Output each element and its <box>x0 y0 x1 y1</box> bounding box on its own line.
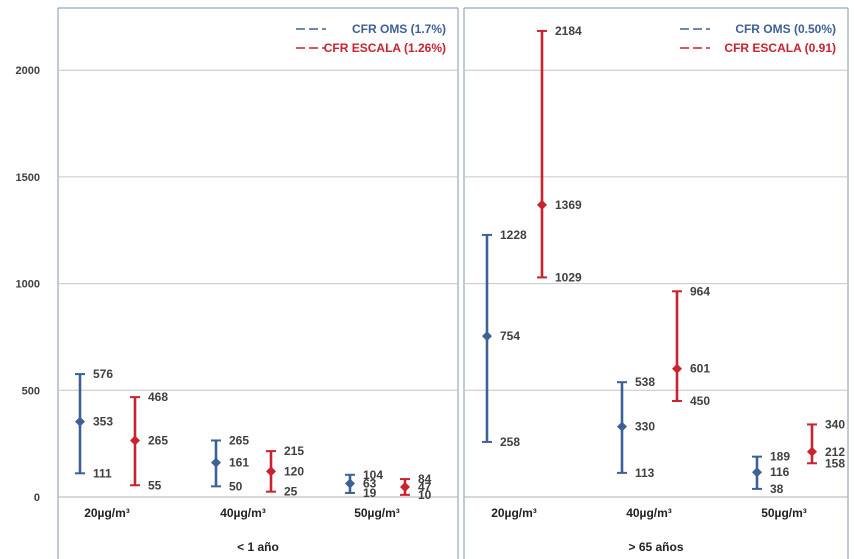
value-label-low: 19 <box>363 486 377 500</box>
value-label-mid: 330 <box>635 420 655 434</box>
mid-point-marker <box>752 467 762 478</box>
mid-point-marker <box>807 446 817 457</box>
legend-label: CFR ESCALA (0.91) <box>724 41 836 55</box>
mid-point-marker <box>537 199 547 210</box>
value-label-high: 576 <box>93 367 113 381</box>
value-label-high: 189 <box>770 450 790 464</box>
value-label-low: 258 <box>500 435 520 449</box>
value-label-low: 113 <box>635 466 655 480</box>
mid-point-marker <box>266 466 276 477</box>
value-label-low: 450 <box>690 394 710 408</box>
x-category-label: 40µg/m³ <box>220 506 266 520</box>
value-label-high: 340 <box>825 417 845 431</box>
value-label-mid: 353 <box>93 415 113 429</box>
group-label: < 1 año <box>237 540 279 554</box>
mid-point-marker <box>345 478 355 489</box>
x-category-label: 20µg/m³ <box>84 506 130 520</box>
legend-label: CFR OMS (1.7%) <box>352 22 446 36</box>
y-tick-label: 500 <box>22 385 40 397</box>
value-label-high: 468 <box>148 390 168 404</box>
x-category-label: 50µg/m³ <box>354 506 400 520</box>
mid-point-marker <box>400 481 410 492</box>
value-label-high: 265 <box>229 433 249 447</box>
value-label-mid: 754 <box>500 329 520 343</box>
value-label-low: 55 <box>148 478 162 492</box>
x-category-label: 40µg/m³ <box>626 506 672 520</box>
value-label-low: 111 <box>93 466 112 480</box>
value-label-high: 2184 <box>555 24 582 38</box>
value-label-mid: 601 <box>690 362 710 376</box>
value-label-high: 1228 <box>500 228 527 242</box>
value-label-mid: 265 <box>148 433 168 447</box>
value-label-mid: 63 <box>363 477 377 491</box>
mid-point-marker <box>672 363 682 374</box>
legend-label: CFR ESCALA (1.26%) <box>324 41 446 55</box>
value-label-high: 104 <box>363 468 383 482</box>
y-tick-label: 2000 <box>16 65 40 77</box>
mid-point-marker <box>482 331 492 342</box>
value-label-high: 215 <box>284 444 304 458</box>
value-label-mid: 212 <box>825 445 845 459</box>
y-tick-label: 1000 <box>16 279 40 291</box>
mid-point-marker <box>617 421 627 432</box>
value-label-low: 1029 <box>555 270 582 284</box>
value-label-high: 84 <box>418 472 432 486</box>
value-label-low: 158 <box>825 456 845 470</box>
value-label-mid: 1369 <box>555 198 582 212</box>
value-label-low: 38 <box>770 482 784 496</box>
mid-point-marker <box>211 457 221 468</box>
y-tick-label: 1500 <box>16 172 40 184</box>
value-label-mid: 120 <box>284 464 304 478</box>
group-label: > 65 años <box>628 540 683 554</box>
value-label-mid: 47 <box>418 480 432 494</box>
mid-point-marker <box>130 435 140 446</box>
y-tick-label: 0 <box>34 492 40 504</box>
value-label-high: 538 <box>635 375 655 389</box>
value-label-low: 10 <box>418 488 432 502</box>
value-label-low: 50 <box>229 479 243 493</box>
value-label-mid: 116 <box>770 465 790 479</box>
legend-label: CFR OMS (0.50%) <box>735 22 836 36</box>
value-label-mid: 161 <box>229 456 249 470</box>
x-category-label: 50µg/m³ <box>761 506 807 520</box>
value-label-high: 964 <box>690 284 710 298</box>
x-category-label: 20µg/m³ <box>491 506 537 520</box>
value-label-low: 25 <box>284 485 298 499</box>
mid-point-marker <box>75 416 85 427</box>
